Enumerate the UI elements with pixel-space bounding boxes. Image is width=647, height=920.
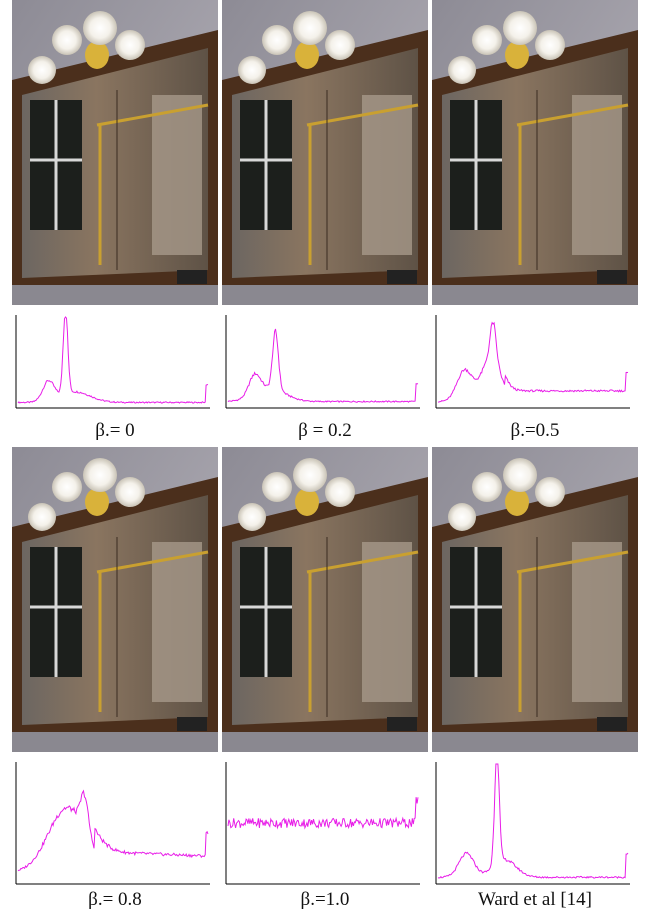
- histogram-curve: [228, 329, 418, 402]
- rendered-image: [12, 447, 218, 752]
- caption: β.=1.0: [301, 889, 350, 910]
- rendered-image: [432, 447, 638, 752]
- caption: β = 0.2: [298, 420, 352, 441]
- rendered-image: [222, 0, 428, 305]
- rendered-image: [222, 447, 428, 752]
- rendered-image: [432, 0, 638, 305]
- caption: β.= 0.8: [88, 889, 142, 910]
- caption: β.= 0: [95, 420, 134, 441]
- histogram-curve: [18, 317, 208, 403]
- rendered-image: [12, 0, 218, 305]
- histogram-curve: [228, 797, 418, 828]
- caption: β.=0.5: [511, 420, 560, 441]
- figure: β.= 0 β = 0.2 β.=0.5 β.= 0.8 β.=1.0 Ward et a…: [0, 0, 647, 920]
- caption: Ward et al [14]: [478, 889, 592, 910]
- histogram-curve: [18, 791, 208, 871]
- histogram-curve: [438, 764, 628, 878]
- histogram-curve: [438, 323, 628, 402]
- panels: β.= 0 β = 0.2 β.=0.5 β.= 0.8 β.=1.0 Ward et a…: [12, 0, 638, 910]
- page: β.= 0 β = 0.2 β.=0.5 β.= 0.8 β.=1.0 Ward et a…: [0, 0, 647, 920]
